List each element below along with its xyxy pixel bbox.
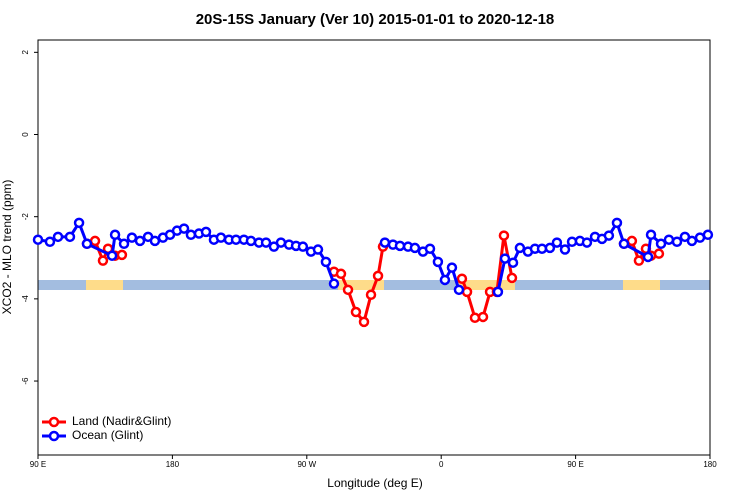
point bbox=[506, 272, 518, 284]
point bbox=[461, 286, 473, 298]
point bbox=[702, 229, 714, 241]
point bbox=[446, 262, 458, 273]
point bbox=[581, 237, 593, 248]
point bbox=[149, 235, 161, 247]
plot-frame bbox=[37, 39, 711, 456]
x-tick-label: 90 E bbox=[567, 460, 583, 469]
y-tick-label: -6 bbox=[21, 377, 30, 385]
legend-label: Ocean (Glint) bbox=[72, 428, 143, 442]
point bbox=[342, 284, 354, 296]
point bbox=[551, 237, 563, 248]
land-band bbox=[86, 280, 123, 290]
point bbox=[559, 244, 571, 255]
legend-marker bbox=[48, 430, 60, 442]
point bbox=[432, 256, 444, 268]
point bbox=[185, 229, 197, 241]
point bbox=[642, 251, 654, 263]
point bbox=[109, 229, 121, 241]
point bbox=[297, 241, 309, 252]
point bbox=[379, 237, 391, 248]
legend-marker bbox=[48, 416, 60, 428]
point bbox=[686, 235, 698, 247]
x-tick-label: 90 W bbox=[297, 460, 316, 469]
point bbox=[106, 250, 118, 261]
point bbox=[215, 232, 227, 243]
point bbox=[477, 311, 489, 323]
x-axis-label: Longitude (deg E) bbox=[327, 476, 422, 490]
point bbox=[544, 242, 556, 254]
land-band bbox=[338, 280, 384, 290]
point bbox=[372, 270, 384, 282]
point bbox=[499, 253, 511, 264]
point bbox=[456, 273, 468, 284]
y-tick-label: -4 bbox=[21, 295, 30, 303]
point bbox=[424, 243, 436, 254]
point bbox=[320, 256, 332, 268]
y-axis-label: XCO2 - MLO trend (ppm) bbox=[0, 180, 14, 315]
x-tick-label: 90 E bbox=[30, 460, 46, 469]
chart-title: 20S-15S January (Ver 10) 2015-01-01 to 2… bbox=[196, 11, 555, 28]
point bbox=[178, 223, 190, 234]
y-tick-label: -2 bbox=[21, 213, 30, 221]
point bbox=[439, 274, 451, 286]
series-line bbox=[86, 235, 660, 326]
point bbox=[645, 229, 657, 241]
point bbox=[469, 312, 481, 324]
point bbox=[32, 234, 44, 245]
point bbox=[126, 232, 138, 243]
point bbox=[507, 257, 519, 268]
point bbox=[358, 316, 370, 328]
point bbox=[498, 230, 510, 241]
land-band bbox=[623, 280, 660, 290]
point bbox=[365, 289, 377, 301]
x-tick-label: 0 bbox=[439, 460, 444, 469]
point bbox=[73, 217, 85, 229]
x-tick-label: 180 bbox=[703, 460, 717, 469]
point bbox=[97, 255, 109, 266]
point bbox=[89, 235, 101, 247]
land-band bbox=[458, 280, 515, 290]
point bbox=[200, 226, 212, 238]
point bbox=[514, 242, 526, 254]
point bbox=[663, 234, 675, 245]
point bbox=[350, 306, 362, 318]
point bbox=[409, 242, 421, 254]
point bbox=[245, 235, 257, 247]
point bbox=[653, 248, 665, 259]
point bbox=[116, 249, 128, 261]
point bbox=[260, 237, 272, 248]
point bbox=[611, 217, 623, 229]
point bbox=[134, 235, 146, 247]
point bbox=[44, 236, 56, 247]
point bbox=[118, 238, 130, 250]
point bbox=[492, 286, 504, 298]
y-tick-label: 2 bbox=[21, 50, 30, 55]
point bbox=[633, 255, 645, 266]
point bbox=[335, 268, 347, 280]
point bbox=[275, 237, 287, 248]
point bbox=[81, 238, 93, 250]
point bbox=[603, 230, 615, 241]
y-tick-label: 0 bbox=[21, 132, 30, 137]
point bbox=[64, 231, 76, 243]
x-tick-label: 180 bbox=[166, 460, 180, 469]
point bbox=[618, 238, 630, 250]
point bbox=[453, 284, 465, 296]
point bbox=[328, 278, 340, 289]
point bbox=[312, 244, 324, 255]
point bbox=[52, 231, 64, 243]
point bbox=[655, 238, 667, 250]
point bbox=[671, 236, 683, 247]
legend-label: Land (Nadir&Glint) bbox=[72, 414, 171, 428]
point bbox=[394, 240, 406, 252]
